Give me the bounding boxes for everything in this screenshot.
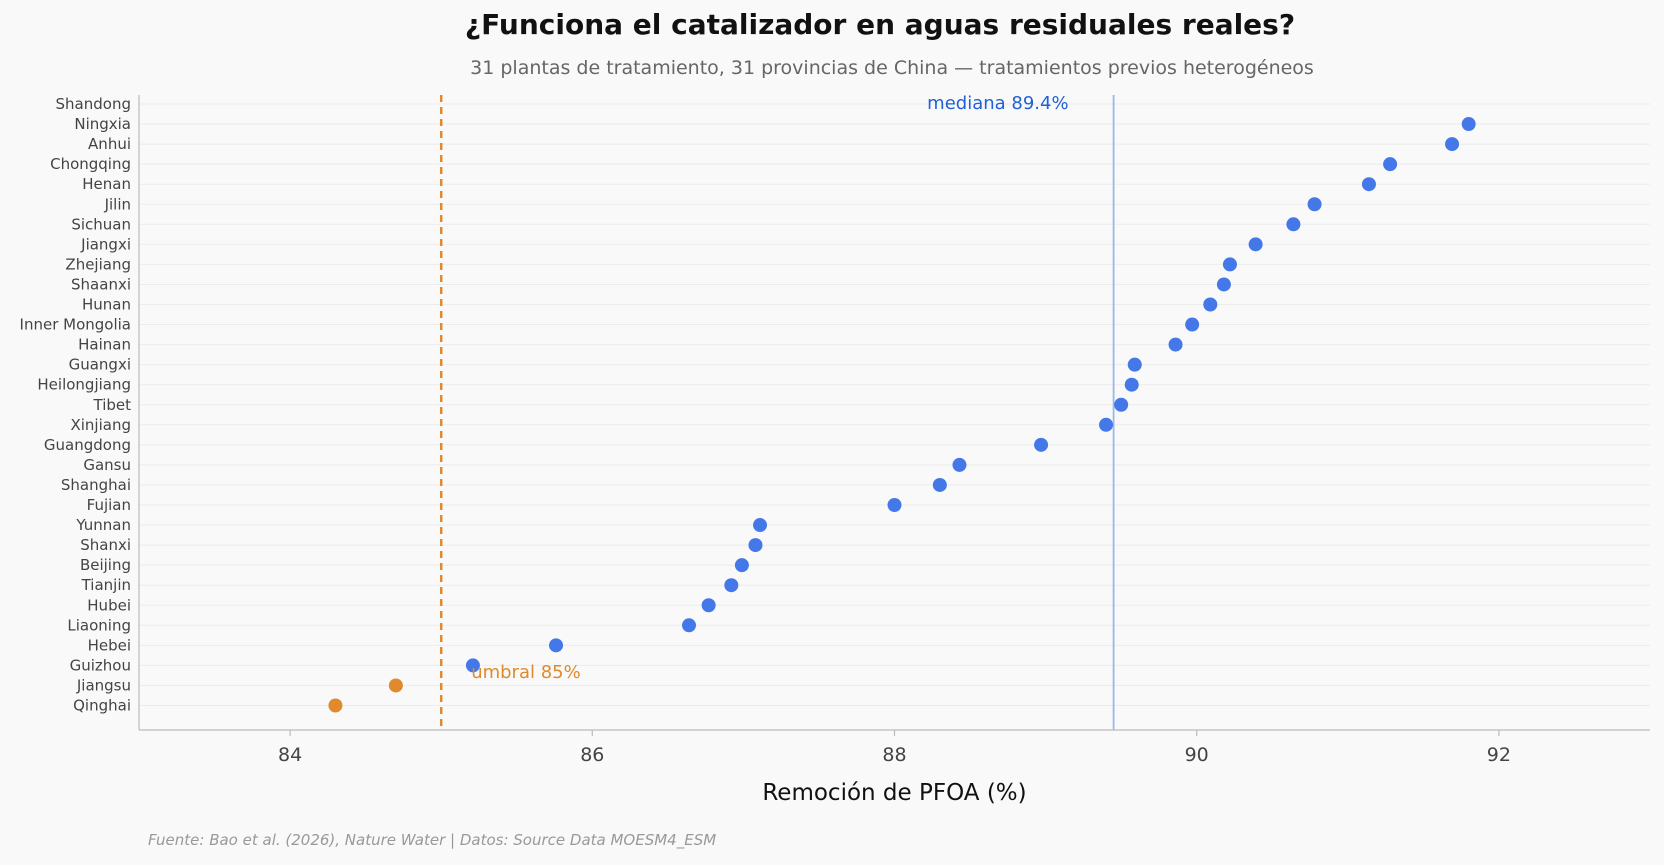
y-tick-label: Guangxi <box>69 356 131 374</box>
y-tick-label: Beijing <box>80 556 131 574</box>
data-point <box>748 538 763 553</box>
y-tick-label: Liaoning <box>67 616 131 634</box>
data-point <box>724 578 739 593</box>
x-tick-label: 88 <box>882 744 906 766</box>
y-tick-label: Yunnan <box>75 516 131 534</box>
data-point <box>952 457 967 472</box>
y-tick-label: Shandong <box>56 95 131 113</box>
y-tick-label: Tianjin <box>81 576 131 594</box>
y-tick-label: Ningxia <box>74 115 131 133</box>
source-note: Fuente: Bao et al. (2026), Nature Water … <box>148 831 717 849</box>
data-point <box>1307 197 1322 212</box>
x-tick-label: 92 <box>1487 744 1511 766</box>
data-point <box>1124 377 1139 392</box>
y-tick-label: Shanxi <box>80 536 131 554</box>
median-label: mediana 89.4% <box>927 93 1068 114</box>
y-tick-label: Guangdong <box>44 436 131 454</box>
y-tick-label: Zhejiang <box>65 255 131 273</box>
grid-lines <box>139 103 1650 706</box>
y-tick-label: Jilin <box>104 195 131 213</box>
data-point <box>1248 237 1263 252</box>
y-tick-label: Guizhou <box>70 656 131 674</box>
y-tick-labels: Shandong Ningxia Anhui Chongqing Henan Jilin S… <box>20 95 132 715</box>
data-point <box>1361 177 1376 192</box>
data-point <box>1286 217 1301 232</box>
x-axis-label: Remoción de PFOA (%) <box>762 780 1026 806</box>
y-tick-label: Chongqing <box>50 155 131 173</box>
chart-subtitle: 31 plantas de tratamiento, 31 provincias… <box>470 57 1314 79</box>
data-point <box>887 498 902 512</box>
y-tick-label: Heilongjiang <box>37 376 131 394</box>
data-point <box>932 477 947 492</box>
y-tick-label: Henan <box>82 175 131 193</box>
data-point <box>1034 437 1049 452</box>
data-point <box>682 618 697 633</box>
y-tick-label: Qinghai <box>73 697 131 715</box>
data-point <box>734 558 749 573</box>
data-point <box>465 658 480 673</box>
data-point <box>1445 137 1460 152</box>
y-tick-label: Fujian <box>87 496 131 514</box>
data-point <box>388 678 403 693</box>
y-tick-label: Sichuan <box>71 215 131 233</box>
data-point <box>701 598 716 613</box>
data-point <box>1127 357 1142 372</box>
y-tick-label: Hunan <box>82 296 131 314</box>
y-tick-label: Shaanxi <box>71 275 131 293</box>
y-tick-label: Gansu <box>83 456 131 474</box>
y-tick-label: Jiangxi <box>80 235 131 253</box>
data-point <box>1216 277 1231 292</box>
x-tick-label: 84 <box>278 744 302 766</box>
y-tick-label: Xinjiang <box>70 416 131 434</box>
data-point <box>753 518 768 533</box>
y-tick-label: Tibet <box>93 396 132 414</box>
axes <box>138 95 1650 731</box>
data-point <box>1383 157 1398 172</box>
data-point <box>1099 417 1114 432</box>
threshold-label: umbral 85% <box>471 662 581 683</box>
x-tick-label: 86 <box>580 744 604 766</box>
chart-title: ¿Funciona el catalizador en aguas residu… <box>464 8 1296 41</box>
x-tick-labels: 84 86 88 90 92 <box>278 730 1511 766</box>
data-point <box>549 638 564 653</box>
data-point <box>1114 397 1129 412</box>
x-tick-label: 90 <box>1185 744 1209 766</box>
y-tick-label: Jiangsu <box>76 676 131 694</box>
data-point <box>1185 317 1200 332</box>
y-tick-label: Hubei <box>87 596 131 614</box>
data-points <box>328 117 1476 713</box>
data-point <box>1461 117 1476 132</box>
data-point <box>1203 297 1218 312</box>
y-tick-label: Inner Mongolia <box>20 316 131 334</box>
data-point <box>1168 337 1183 352</box>
data-point <box>1222 257 1237 272</box>
y-tick-label: Shanghai <box>61 476 131 494</box>
y-tick-label: Hebei <box>88 636 131 654</box>
y-tick-label: Hainan <box>78 336 131 354</box>
data-point <box>328 698 343 713</box>
y-tick-label: Anhui <box>88 135 131 153</box>
reference-lines <box>439 95 1115 730</box>
